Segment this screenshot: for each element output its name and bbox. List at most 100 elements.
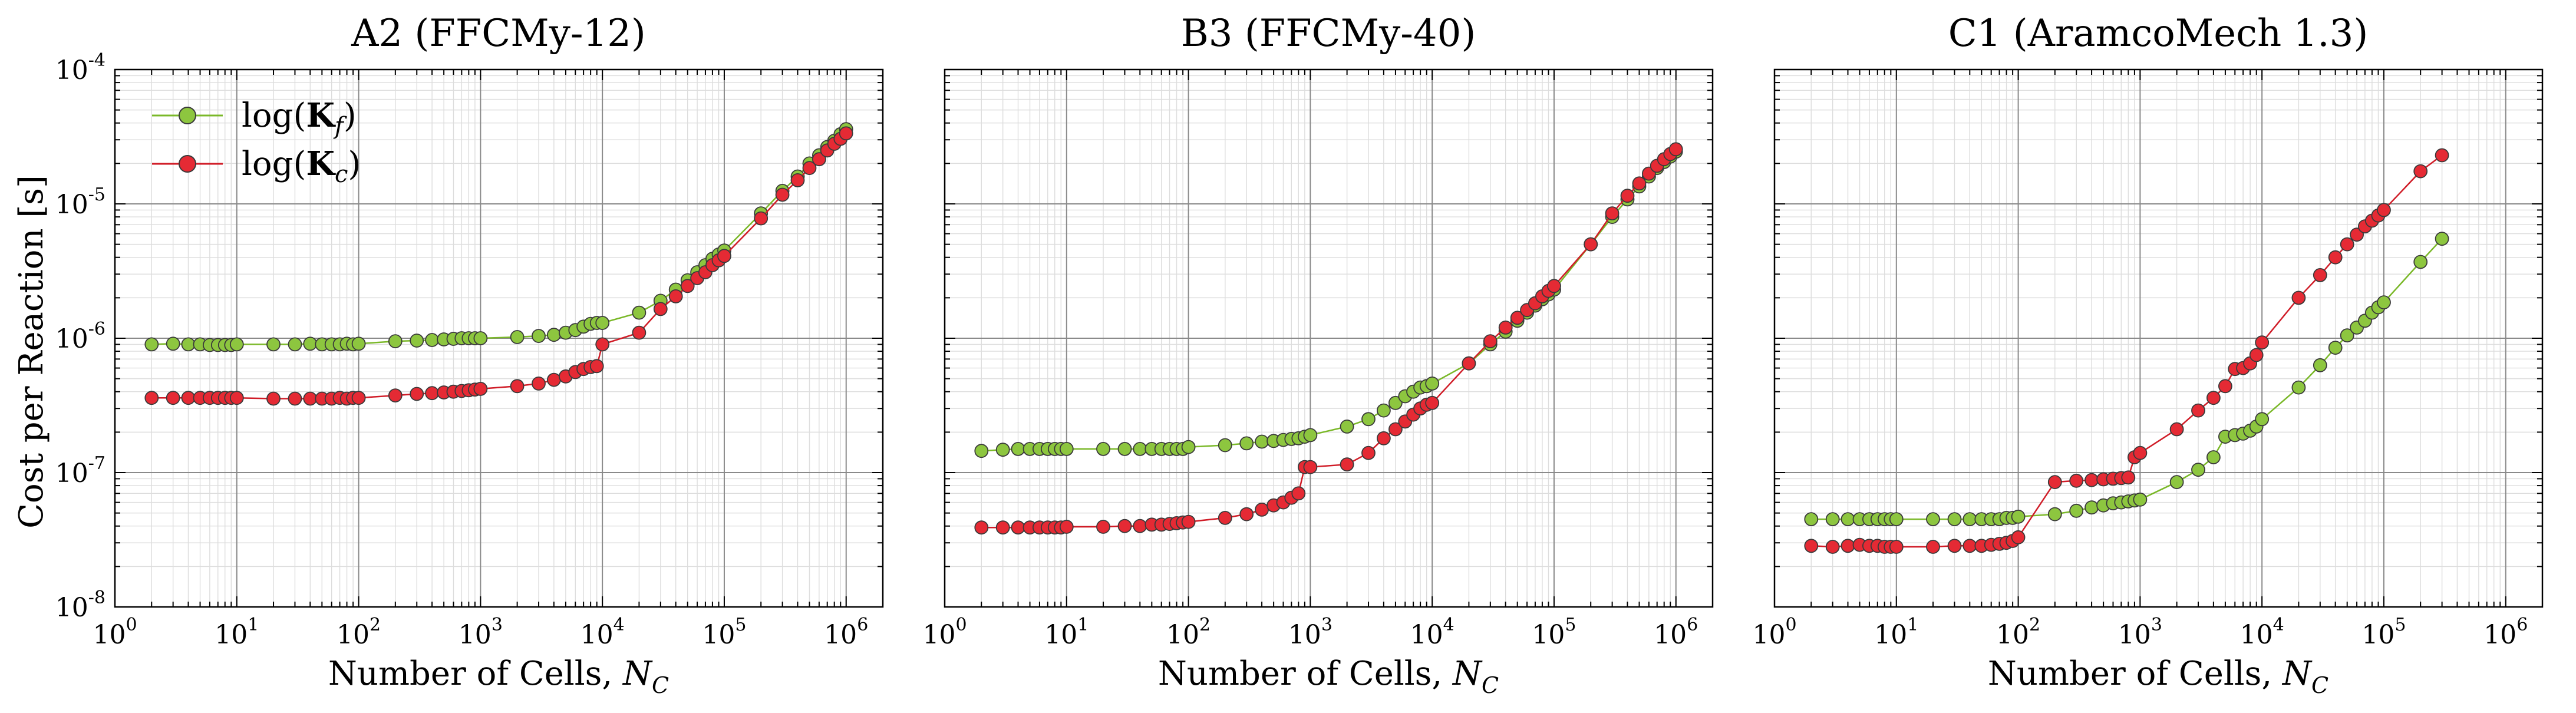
data-point-kc: [2011, 530, 2026, 544]
data-point-kf: [1425, 377, 1440, 391]
data-point-kc: [1181, 514, 1196, 529]
data-point-kf: [2011, 509, 2026, 524]
series: [144, 122, 853, 406]
data-point-kf: [425, 333, 439, 347]
data-point-kc: [288, 391, 302, 406]
data-point-kc: [166, 391, 180, 405]
data-point-kf: [1388, 395, 1403, 410]
data-point-kf: [2435, 232, 2449, 246]
data-point-kc: [1804, 539, 1819, 553]
legend-label-kc: log(Kc): [242, 144, 361, 188]
grid: [1774, 70, 2542, 607]
x-axis-label: Number of Cells, NC: [328, 655, 669, 698]
data-point-kf: [1096, 442, 1110, 456]
data-point-kc: [1117, 519, 1132, 533]
data-point-kc: [680, 279, 695, 293]
data-point-kc: [790, 173, 805, 187]
legend: log(Kf) log(Kc): [152, 96, 361, 188]
ticks: 100 101 102 103 104 105 106: [1752, 69, 2542, 650]
data-point-kc: [995, 520, 1010, 535]
data-point-kc: [2340, 237, 2354, 252]
data-point-kc: [632, 325, 647, 340]
data-point-kc: [1947, 539, 1962, 553]
data-point-kc: [754, 211, 768, 226]
data-point-kc: [1011, 520, 1025, 535]
data-point-kf: [510, 330, 525, 344]
data-point-kf: [1825, 512, 1840, 526]
data-point-kc: [653, 302, 668, 316]
data-point-kf: [547, 328, 561, 342]
data-point-kc: [2413, 164, 2428, 179]
panel-b3: B3 (FFCMy-40) 100 101 102 103 104 105 106 Numb…: [922, 12, 1714, 698]
data-point-kf: [1011, 442, 1025, 456]
y-axis-label: Cost per Reaction [s]: [12, 175, 51, 529]
x-tick-label: 105: [2361, 615, 2406, 650]
data-point-kf: [2191, 463, 2205, 477]
legend-marker-kc: [179, 155, 196, 173]
data-point-kf: [1962, 512, 1977, 526]
data-point-kc: [229, 391, 244, 405]
data-point-kf: [144, 337, 159, 352]
data-point-kc: [1059, 520, 1074, 534]
data-point-kf: [2413, 255, 2428, 269]
data-point-kf: [473, 331, 488, 345]
data-point-kf: [1841, 512, 1855, 526]
data-point-kc: [510, 379, 525, 394]
data-point-kc: [974, 520, 989, 535]
x-tick-label: 103: [2118, 615, 2162, 650]
data-point-kc: [2377, 203, 2391, 217]
series: [1804, 148, 2449, 554]
data-point-kf: [351, 336, 366, 351]
data-point-kf: [2169, 475, 2184, 489]
data-point-kc: [410, 387, 424, 401]
ticks: 100 101 102 103 104 105 106 10-8 10-7 10-6 10-5 10-…: [55, 50, 883, 650]
data-point-kc: [1889, 540, 1904, 554]
data-point-kf: [1255, 434, 1269, 449]
x-tick-label: 101: [1874, 615, 1918, 650]
x-tick-label: 100: [93, 615, 137, 650]
data-point-kf: [1926, 512, 1940, 526]
data-point-kc: [668, 289, 683, 303]
data-point-kc: [2121, 470, 2136, 485]
data-point-kc: [1584, 237, 1598, 252]
data-point-kc: [351, 391, 366, 405]
panel-title: A2 (FFCMy-12): [351, 12, 646, 55]
data-point-kf: [1340, 420, 1354, 434]
data-point-kc: [2255, 335, 2270, 350]
data-point-kc: [802, 161, 817, 176]
data-point-kf: [2084, 500, 2099, 515]
data-point-kc: [181, 391, 196, 405]
x-tick-label: 106: [824, 615, 868, 650]
x-tick-label: 102: [1996, 615, 2040, 650]
data-point-kf: [1117, 442, 1132, 456]
data-point-kc: [1926, 540, 1940, 554]
data-point-kc: [589, 359, 604, 374]
data-point-kf: [181, 337, 196, 352]
data-point-kc: [1291, 486, 1306, 501]
data-point-kf: [2069, 503, 2084, 518]
data-point-kc: [144, 391, 159, 405]
y-tick-label: 10-5: [55, 184, 105, 220]
data-point-kf: [974, 444, 989, 458]
data-point-kc: [266, 391, 281, 406]
data-point-kc: [1962, 539, 1977, 553]
data-point-kc: [1096, 520, 1110, 534]
data-point-kc: [1605, 206, 1620, 221]
panel-c1: C1 (AramcoMech 1.3) 100 101 102 103 104 105 10…: [1752, 12, 2544, 698]
data-point-kf: [532, 329, 546, 343]
data-point-kc: [532, 377, 546, 391]
x-tick-label: 105: [1532, 615, 1576, 650]
data-point-kf: [995, 443, 1010, 457]
data-point-kf: [595, 316, 610, 330]
data-point-kc: [1510, 311, 1525, 325]
data-point-kc: [1303, 460, 1318, 474]
data-point-kf: [2255, 412, 2270, 427]
series-line-kf: [981, 151, 1677, 452]
data-point-kc: [2069, 473, 2084, 488]
x-tick-label: 103: [459, 615, 503, 650]
data-point-kc: [812, 152, 826, 167]
data-point-kc: [2328, 250, 2343, 265]
x-tick-label: 104: [2240, 615, 2284, 650]
data-point-kf: [2313, 358, 2327, 372]
